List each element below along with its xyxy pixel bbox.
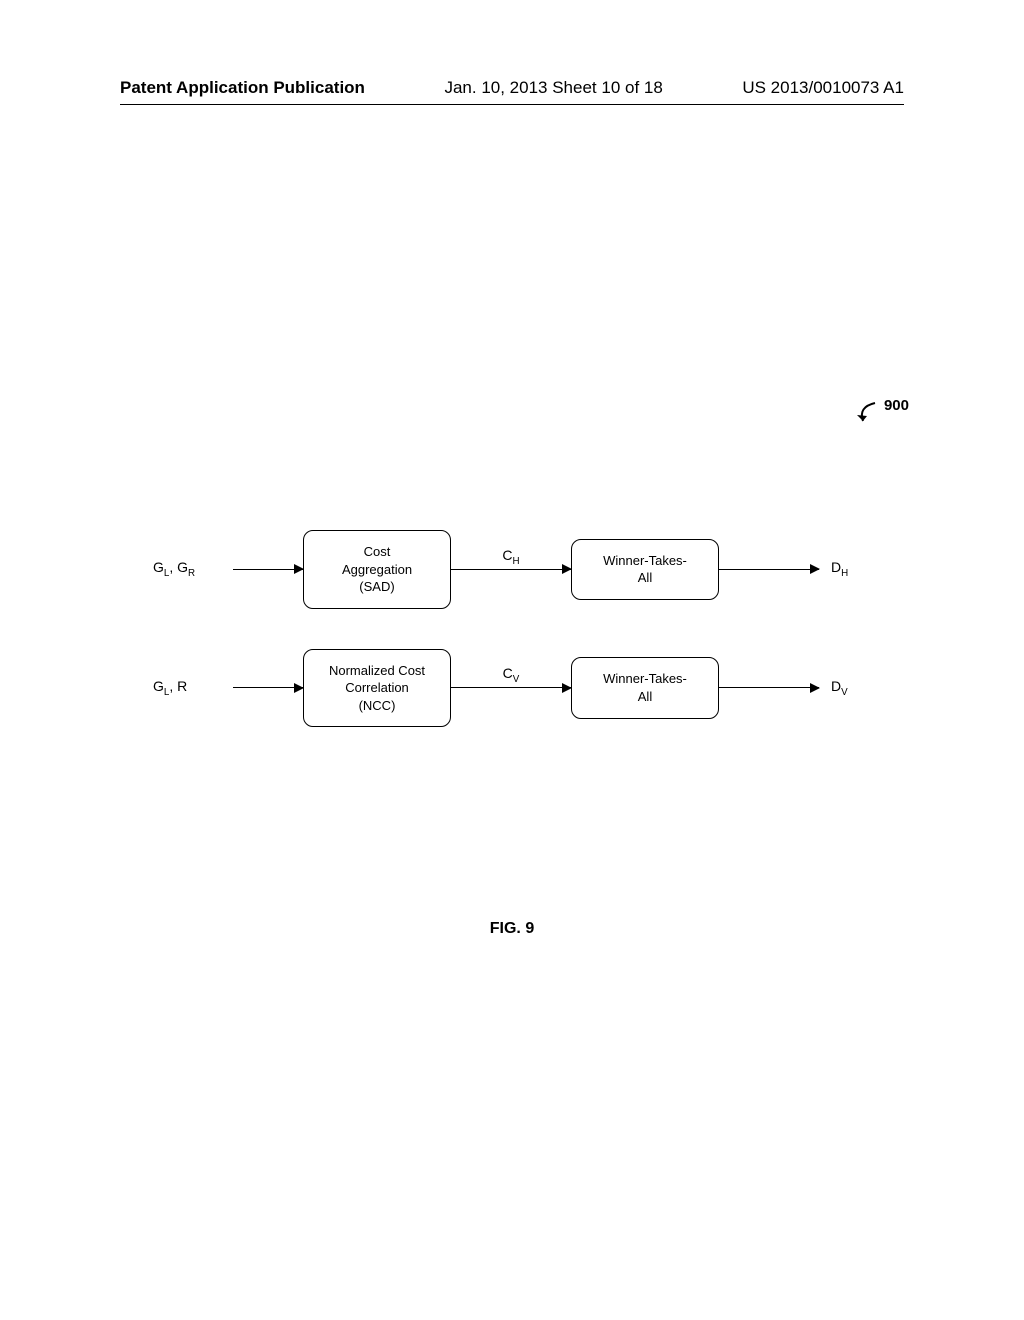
arrow-out-bottom (719, 687, 819, 688)
box-wta-bottom: Winner-Takes- All (571, 657, 719, 718)
header-left-text: Patent Application Publication (120, 78, 365, 98)
arrow-in-top (233, 569, 303, 570)
flow-row-top: GL, GR Cost Aggregation (SAD) CH Winner-… (0, 530, 1024, 609)
box-line: Normalized Cost (322, 662, 432, 680)
header-divider (120, 104, 904, 105)
input-label-bottom: GL, R (153, 678, 233, 698)
curved-arrow-icon (853, 399, 881, 427)
box-line: Winner-Takes- (590, 552, 700, 570)
box-ncc: Normalized Cost Correlation (NCC) (303, 649, 451, 728)
box-wta-top: Winner-Takes- All (571, 539, 719, 600)
box-line: All (590, 569, 700, 587)
box-line: (NCC) (322, 697, 432, 715)
input-label-top: GL, GR (153, 559, 233, 579)
mid-label-top: CH (502, 547, 519, 567)
arrow-mid-top-b (511, 569, 571, 570)
page-header: Patent Application Publication Jan. 10, … (0, 78, 1024, 98)
box-line: Correlation (322, 679, 432, 697)
box-line: Aggregation (322, 561, 432, 579)
header-center-text: Jan. 10, 2013 Sheet 10 of 18 (444, 78, 662, 98)
box-line: Cost (322, 543, 432, 561)
box-line: All (590, 688, 700, 706)
arrow-mid-top-a (451, 569, 511, 570)
arrow-mid-bottom-a (451, 687, 511, 688)
box-cost-aggregation: Cost Aggregation (SAD) (303, 530, 451, 609)
flow-row-bottom: GL, R Normalized Cost Correlation (NCC) … (0, 649, 1024, 728)
arrow-out-top (719, 569, 819, 570)
reference-number-pointer: 900 (853, 397, 909, 427)
output-label-bottom: DV (831, 678, 871, 698)
mid-label-bottom: CV (503, 665, 520, 685)
arrow-in-bottom (233, 687, 303, 688)
figure-caption: FIG. 9 (0, 920, 1024, 938)
box-line: Winner-Takes- (590, 670, 700, 688)
reference-number: 900 (884, 397, 909, 414)
header-right-text: US 2013/0010073 A1 (742, 78, 904, 98)
output-label-top: DH (831, 559, 871, 579)
box-line: (SAD) (322, 578, 432, 596)
arrow-mid-bottom-b (511, 687, 571, 688)
flowchart-diagram: GL, GR Cost Aggregation (SAD) CH Winner-… (0, 530, 1024, 767)
